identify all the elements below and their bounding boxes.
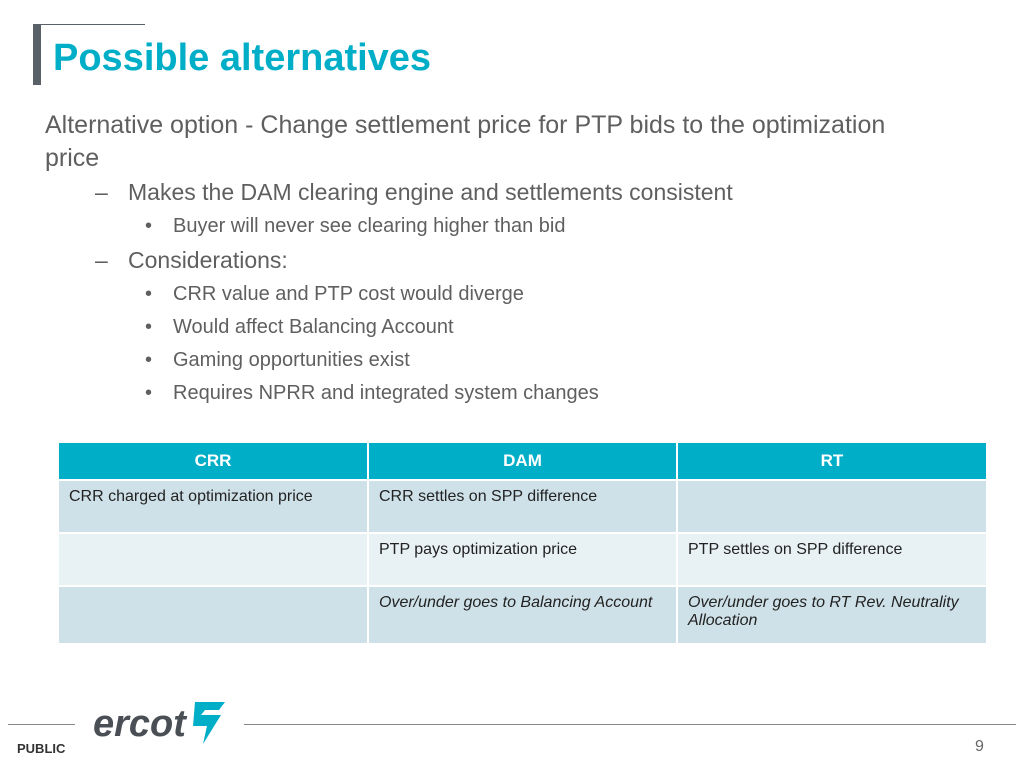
main-point: Alternative option - Change settlement p… <box>45 111 886 172</box>
column-header-crr: CRR <box>59 443 369 480</box>
bullet-text: CRR value and PTP cost would diverge <box>173 283 524 305</box>
title-accent-bar <box>33 24 41 85</box>
bullet-item: • Gaming opportunities exist <box>45 344 945 377</box>
bullet-marker: • <box>145 316 153 338</box>
table-cell: CRR settles on SPP difference <box>368 479 678 533</box>
title-top-line <box>41 24 145 25</box>
table-cell: PTP pays optimization price <box>368 532 678 586</box>
sub-point-1: – Makes the DAM clearing engine and sett… <box>45 175 945 210</box>
table-cell: Over/under goes to Balancing Account <box>368 585 678 643</box>
sub-point-2: – Considerations: <box>45 243 945 278</box>
ercot-logo: ercot <box>93 702 225 745</box>
bullet-marker: • <box>145 349 153 371</box>
bullet-marker: • <box>145 382 153 404</box>
sub-point-text: Considerations: <box>128 247 288 273</box>
table-row: Over/under goes to Balancing Account Ove… <box>59 585 986 643</box>
bullet-item: • Requires NPRR and integrated system ch… <box>45 377 945 410</box>
bullet-item: • CRR value and PTP cost would diverge <box>45 278 945 311</box>
column-header-dam: DAM <box>368 443 678 480</box>
settlement-table: CRR DAM RT CRR charged at optimization p… <box>59 443 986 643</box>
bullet-marker: • <box>145 283 153 305</box>
column-header-rt: RT <box>677 443 986 480</box>
table-cell: CRR charged at optimization price <box>59 479 369 533</box>
table-cell <box>59 585 369 643</box>
table-cell: Over/under goes to RT Rev. Neutrality Al… <box>677 585 986 643</box>
dash-marker: – <box>95 179 108 205</box>
bullet-text: Buyer will never see clearing higher tha… <box>173 215 566 237</box>
bullet-marker: • <box>145 215 153 237</box>
slide-body: Alternative option - Change settlement p… <box>45 109 945 410</box>
table-cell <box>677 479 986 533</box>
table-header-row: CRR DAM RT <box>59 443 986 480</box>
dash-marker: – <box>95 247 108 273</box>
page-number: 9 <box>975 738 984 755</box>
lightning-icon <box>193 702 225 744</box>
bullet-text: Gaming opportunities exist <box>173 349 410 371</box>
bullet-text: Requires NPRR and integrated system chan… <box>173 382 599 404</box>
footer-divider-right <box>244 724 1016 725</box>
bullet-item: • Buyer will never see clearing higher t… <box>45 210 945 243</box>
classification-label: PUBLIC <box>17 741 66 756</box>
table-cell: PTP settles on SPP difference <box>677 532 986 586</box>
slide-title: Possible alternatives <box>53 37 432 79</box>
sub-point-text: Makes the DAM clearing engine and settle… <box>128 179 733 205</box>
table-row: CRR charged at optimization price CRR se… <box>59 479 986 533</box>
bullet-text: Would affect Balancing Account <box>173 316 454 338</box>
table-row: PTP pays optimization price PTP settles … <box>59 532 986 586</box>
bullet-item: • Would affect Balancing Account <box>45 311 945 344</box>
svg-text:ercot: ercot <box>93 703 187 745</box>
footer-divider-left <box>8 724 75 725</box>
table-cell <box>59 532 369 586</box>
